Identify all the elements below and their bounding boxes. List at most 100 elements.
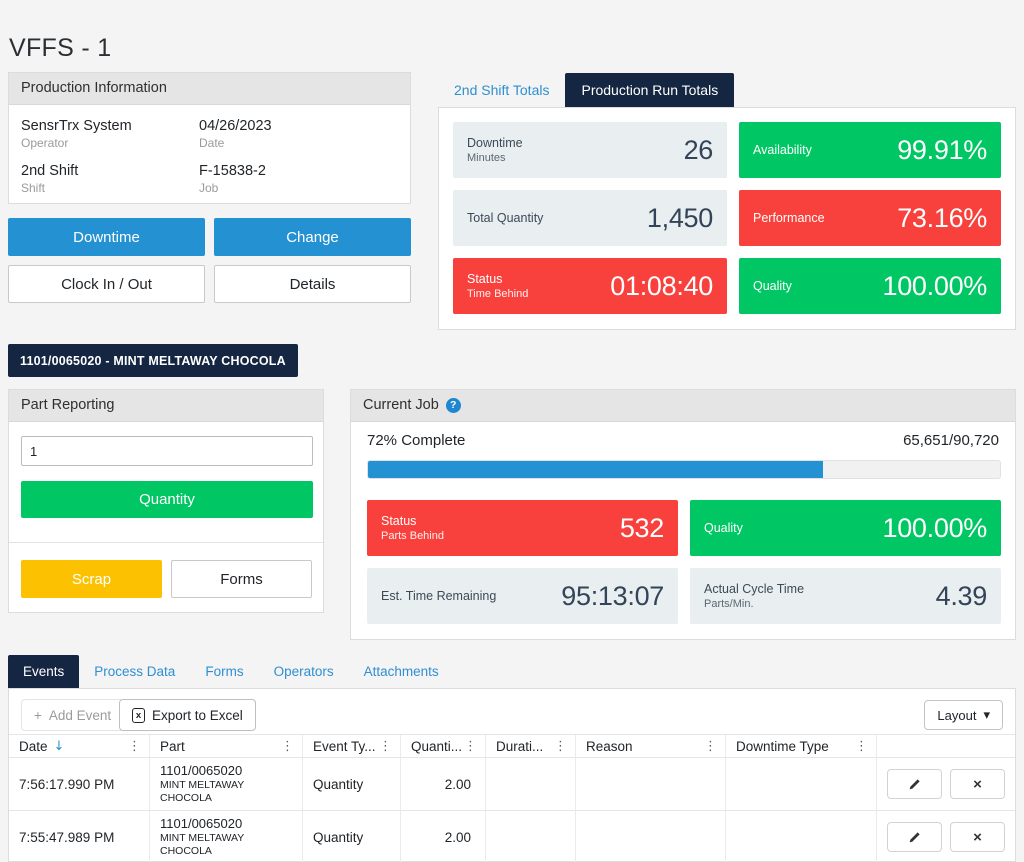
- date-value: 04/26/2023: [199, 118, 272, 134]
- tab-events[interactable]: Events: [8, 655, 80, 688]
- column-header-reason[interactable]: Reason ⋮: [576, 735, 726, 757]
- edit-row-button[interactable]: [887, 822, 942, 852]
- column-reason-label: Reason: [586, 738, 633, 754]
- availability-card: Availability 99.91%: [739, 122, 1001, 178]
- parts-behind-label: Status: [381, 513, 417, 528]
- actual-cycle-time-card: Actual Cycle Time Parts/Min. 4.39: [690, 568, 1001, 624]
- pencil-icon: [909, 778, 920, 789]
- scrap-button[interactable]: Scrap: [21, 560, 162, 598]
- add-event-label: Add Event: [48, 707, 112, 723]
- downtime-button[interactable]: Downtime: [8, 218, 205, 256]
- percent-complete-label: 72% Complete: [367, 432, 466, 449]
- table-row: 7:55:47.989 PM 1101/0065020 MINT MELTAWA…: [9, 811, 1015, 862]
- column-menu-icon[interactable]: ⋮: [128, 738, 141, 754]
- delete-row-button[interactable]: ×: [950, 822, 1005, 852]
- row-duration-cell: [486, 758, 576, 810]
- current-job-header: Current Job ?: [351, 390, 1015, 422]
- job-progress-fill: [368, 461, 824, 478]
- column-downtime-type-label: Downtime Type: [736, 738, 829, 754]
- change-button[interactable]: Change: [214, 218, 411, 256]
- column-quantity-label: Quanti...: [411, 738, 463, 754]
- status-card-label: Status: [467, 271, 503, 286]
- row-part-description: MINT MELTAWAY CHOCOLA: [160, 779, 245, 805]
- column-menu-icon[interactable]: ⋮: [464, 738, 478, 754]
- column-header-duration[interactable]: Durati... ⋮: [486, 735, 576, 757]
- tab-production-run-totals[interactable]: Production Run Totals: [565, 73, 735, 107]
- job-quality-card: Quality 100.00%: [690, 500, 1001, 556]
- delete-row-button[interactable]: ×: [950, 769, 1005, 799]
- tab-forms[interactable]: Forms: [205, 664, 244, 679]
- column-date-label: Date: [19, 738, 48, 754]
- column-menu-icon[interactable]: ⋮: [855, 738, 868, 754]
- row-reason-cell: [576, 758, 726, 810]
- current-job-panel: Current Job ? 72% Complete 65,651/90,720…: [350, 389, 1016, 640]
- close-icon: ×: [973, 775, 982, 793]
- row-actions-cell: ×: [877, 811, 1015, 862]
- column-header-part[interactable]: Part ⋮: [150, 735, 303, 757]
- help-icon[interactable]: ?: [445, 398, 461, 413]
- est-time-remaining-value: 95:13:07: [561, 580, 664, 611]
- column-menu-icon[interactable]: ⋮: [704, 738, 717, 754]
- events-panel: + Add Event x Export to Excel Layout ▾ D…: [8, 688, 1016, 862]
- close-icon: ×: [973, 828, 982, 846]
- row-quantity-cell: 2.00: [401, 758, 486, 810]
- clock-in-out-button[interactable]: Clock In / Out: [8, 265, 205, 303]
- row-duration-cell: [486, 811, 576, 862]
- column-header-downtime-type[interactable]: Downtime Type ⋮: [726, 735, 877, 757]
- shift-label: Shift: [21, 181, 46, 195]
- tab-attachments[interactable]: Attachments: [363, 664, 439, 679]
- table-row: 7:56:17.990 PM 1101/0065020 MINT MELTAWA…: [9, 758, 1015, 811]
- tab-2nd-shift-totals[interactable]: 2nd Shift Totals: [454, 82, 550, 98]
- date-label: Date: [199, 136, 225, 150]
- performance-card: Performance 73.16%: [739, 190, 1001, 246]
- production-run-totals-panel: Downtime Minutes 26 Availability 99.91% …: [438, 107, 1016, 330]
- parts-behind-sublabel: Parts Behind: [381, 529, 444, 542]
- job-field: F-15838-2 Job: [199, 163, 398, 195]
- column-header-actions: [877, 735, 1015, 757]
- row-reason-cell: [576, 811, 726, 862]
- job-quality-value: 100.00%: [882, 512, 988, 543]
- status-card-sublabel: Time Behind: [467, 287, 529, 300]
- column-menu-icon[interactable]: ⋮: [554, 738, 567, 754]
- availability-card-label: Availability: [753, 142, 812, 157]
- total-quantity-card: Total Quantity 1,450: [453, 190, 727, 246]
- column-header-event-type[interactable]: Event Ty... ⋮: [303, 735, 401, 757]
- column-duration-label: Durati...: [496, 738, 544, 754]
- availability-card-value: 99.91%: [897, 134, 987, 165]
- current-part-banner: 1101/0065020 - MINT MELTAWAY CHOCOLA: [8, 344, 298, 377]
- status-time-behind-card: Status Time Behind 01:08:40: [453, 258, 727, 314]
- total-quantity-card-value: 1,450: [646, 202, 713, 233]
- column-menu-icon[interactable]: ⋮: [379, 738, 392, 754]
- tab-operators[interactable]: Operators: [273, 664, 334, 679]
- downtime-minutes-card: Downtime Minutes 26: [453, 122, 727, 178]
- tab-process-data[interactable]: Process Data: [94, 664, 176, 679]
- quantity-button[interactable]: Quantity: [21, 481, 313, 518]
- total-quantity-card-label: Total Quantity: [467, 210, 544, 225]
- add-event-button[interactable]: + Add Event: [21, 699, 125, 731]
- column-header-date[interactable]: Date ↓ ⋮: [9, 735, 150, 757]
- shift-value: 2nd Shift: [21, 163, 79, 179]
- production-information-panel: Production Information SensrTrx System O…: [8, 72, 411, 204]
- sort-descending-icon: ↓: [53, 738, 65, 754]
- forms-button[interactable]: Forms: [171, 560, 312, 598]
- events-tabbar: Events Process Data Forms Operators Atta…: [8, 655, 454, 688]
- events-table-header: Date ↓ ⋮ Part ⋮ Event Ty... ⋮ Quanti... …: [9, 734, 1015, 758]
- layout-dropdown-button[interactable]: Layout ▾: [924, 700, 1003, 730]
- actual-cycle-time-value: 4.39: [935, 580, 988, 611]
- row-part-description: MINT MELTAWAY CHOCOLA: [160, 832, 245, 858]
- row-part-cell: 1101/0065020 MINT MELTAWAY CHOCOLA: [150, 811, 303, 862]
- column-header-quantity[interactable]: Quanti... ⋮: [401, 735, 486, 757]
- pencil-icon: [909, 831, 920, 842]
- quality-card: Quality 100.00%: [739, 258, 1001, 314]
- production-information-header: Production Information: [9, 73, 410, 105]
- export-to-excel-button[interactable]: x Export to Excel: [119, 699, 256, 731]
- details-button[interactable]: Details: [214, 265, 411, 303]
- actual-cycle-time-label: Actual Cycle Time: [704, 581, 805, 596]
- quantity-input[interactable]: [21, 436, 313, 466]
- row-actions-cell: ×: [877, 758, 1015, 810]
- column-menu-icon[interactable]: ⋮: [281, 738, 294, 754]
- job-quality-label: Quality: [704, 520, 743, 535]
- production-information-fields: SensrTrx System Operator 04/26/2023 Date…: [9, 105, 410, 208]
- edit-row-button[interactable]: [887, 769, 942, 799]
